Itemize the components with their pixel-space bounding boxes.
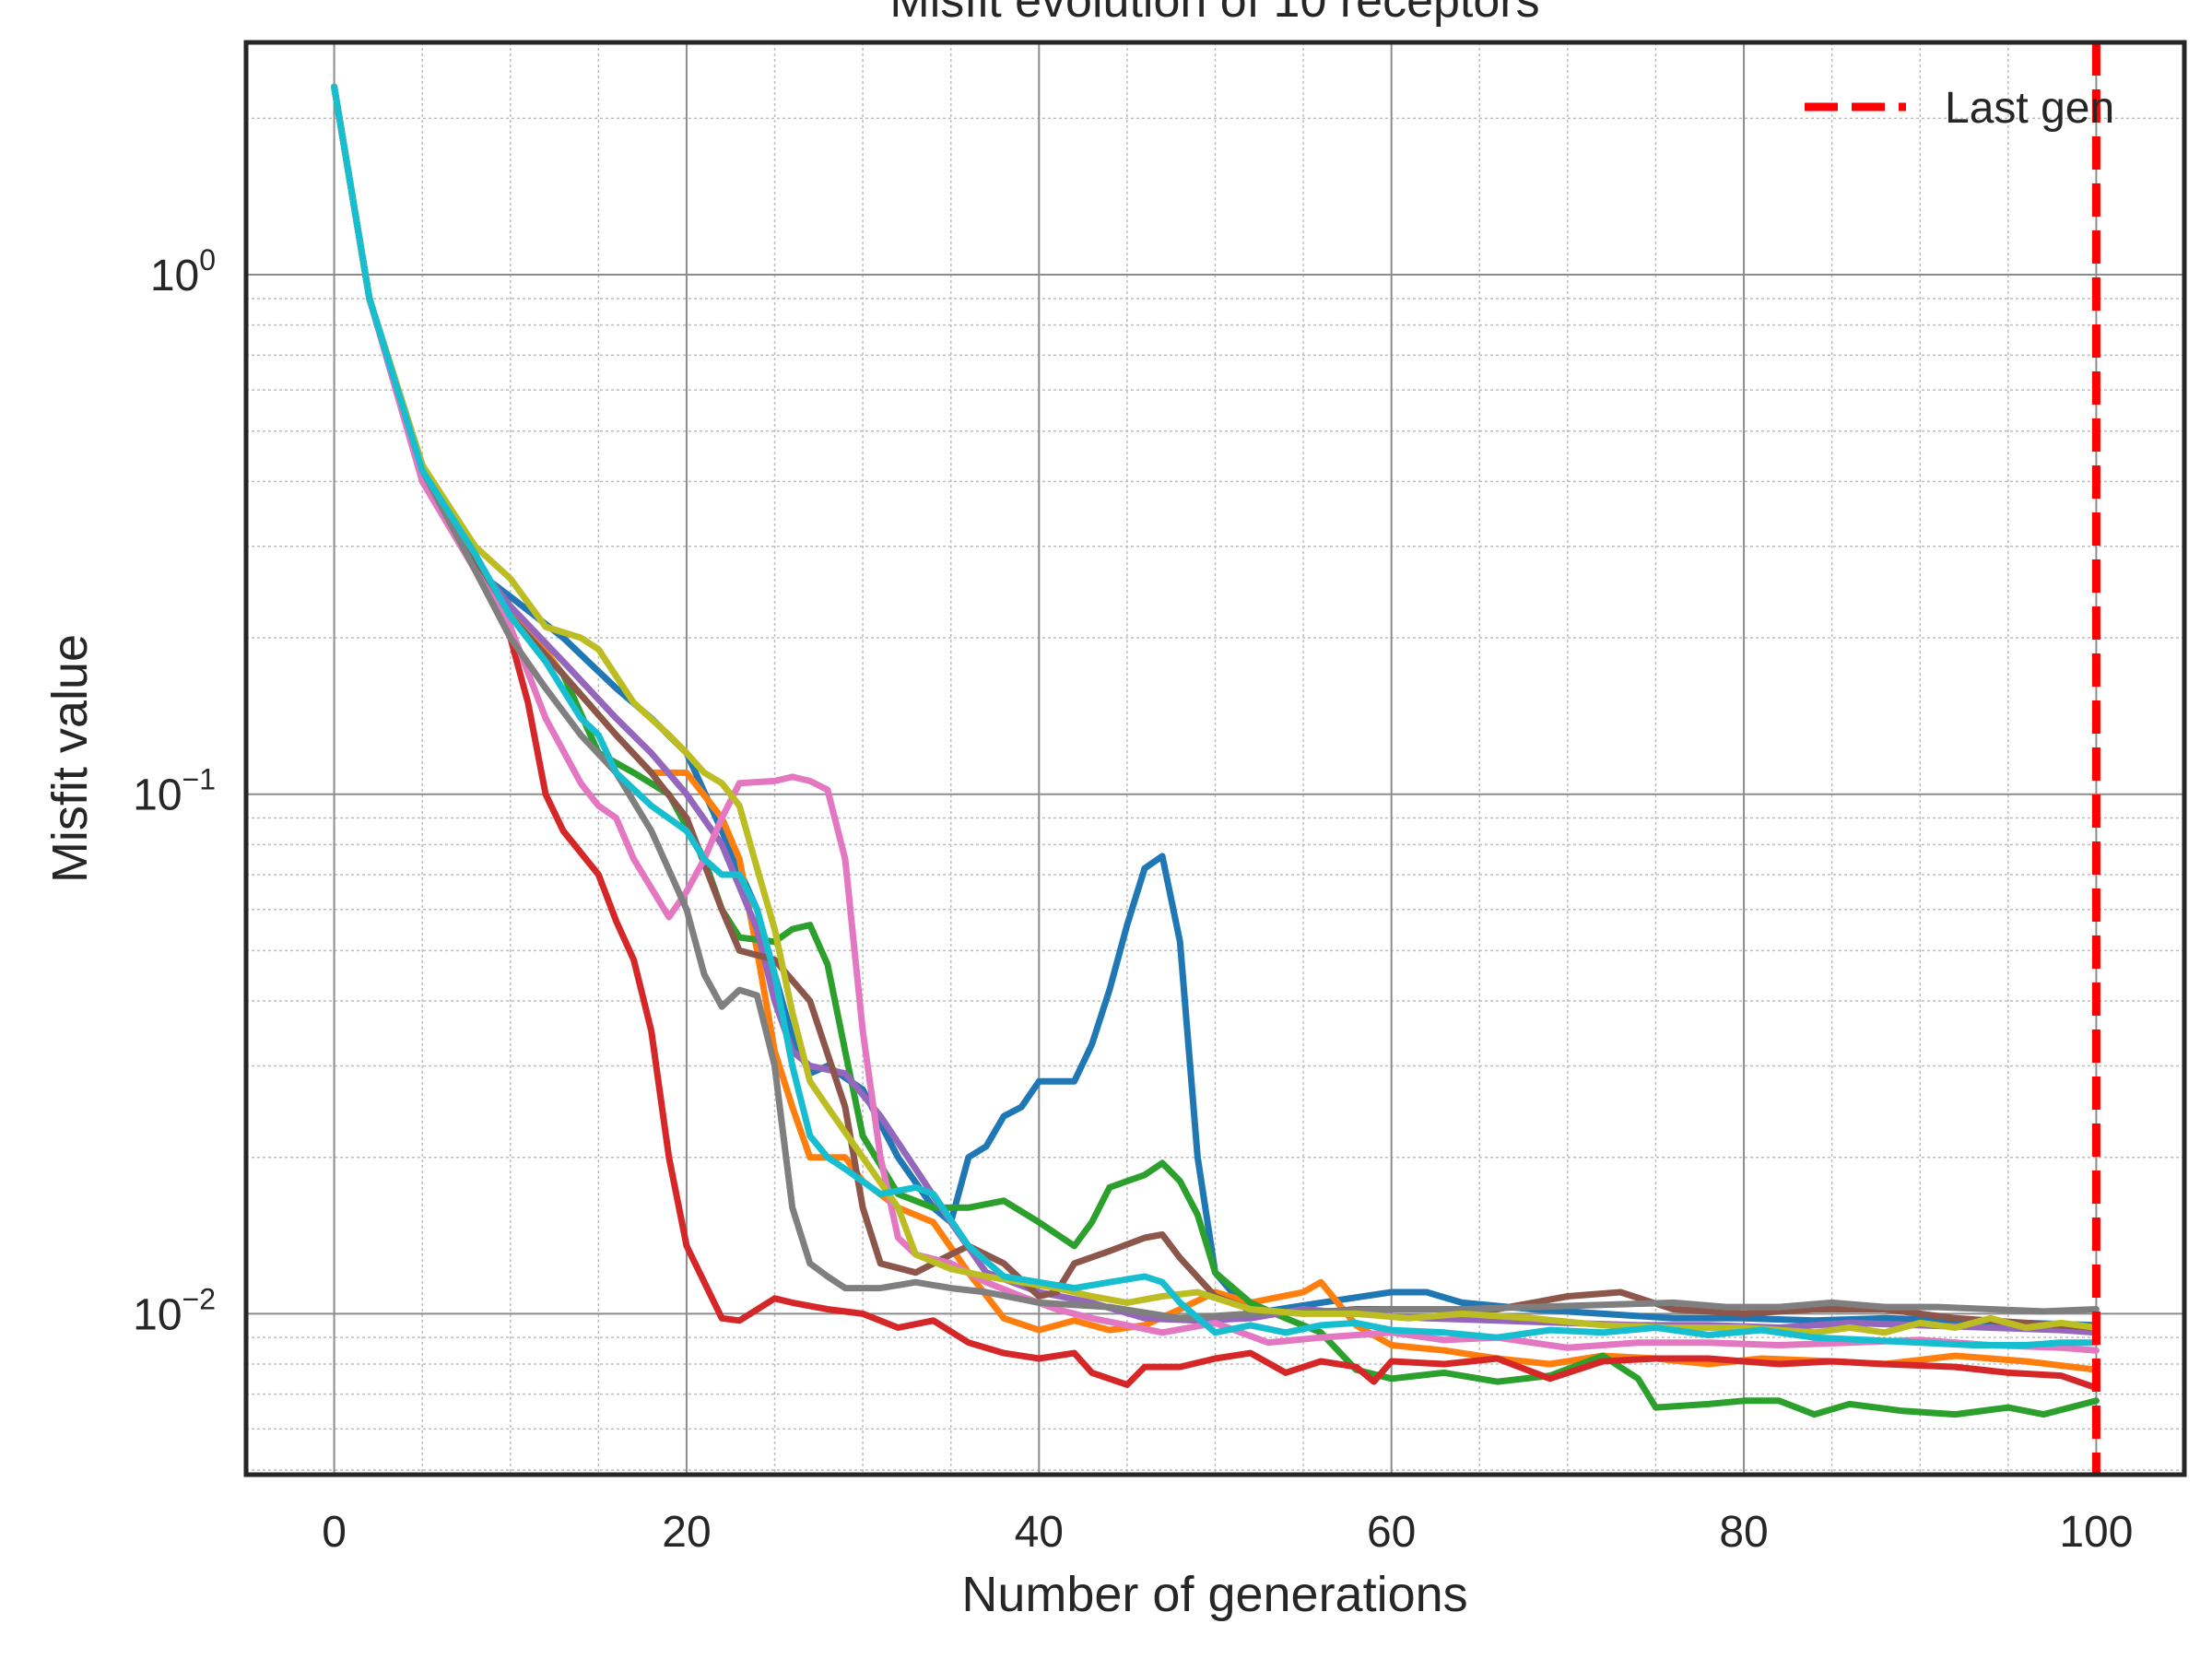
- y-tick-label: 100: [150, 243, 216, 300]
- series-line-8: [331, 83, 2100, 1322]
- grid: [246, 42, 2184, 1475]
- x-tick-label: 80: [1719, 1508, 1768, 1557]
- x-tick-label: 0: [322, 1508, 347, 1557]
- x-axis-label: Number of generations: [961, 1567, 1467, 1622]
- y-axis-label: Misfit value: [42, 634, 98, 883]
- series-line-4: [331, 83, 2100, 1392]
- series-lines: [331, 83, 2100, 1418]
- legend-label: Last gen: [1945, 84, 2114, 133]
- plot-frame: [243, 40, 2187, 1477]
- series-line-10: [331, 83, 2100, 1348]
- chart-title: Misfit evolution of 10 receptors: [889, 0, 1539, 28]
- x-tick-label: 40: [1015, 1508, 1064, 1557]
- y-tick-label: 10−2: [133, 1282, 216, 1339]
- legend: Last gen: [1805, 84, 2114, 133]
- y-ticks: 10−2 10−1 100: [133, 243, 216, 1339]
- x-tick-label: 100: [2059, 1508, 2133, 1557]
- series-line-7: [331, 83, 2100, 1354]
- x-ticks: 0 20 40 60 80 100: [322, 1508, 2133, 1557]
- x-tick-label: 60: [1367, 1508, 1416, 1557]
- y-tick-label: 10−1: [133, 763, 216, 820]
- series-line-6: [331, 83, 2100, 1331]
- x-tick-label: 20: [662, 1508, 711, 1557]
